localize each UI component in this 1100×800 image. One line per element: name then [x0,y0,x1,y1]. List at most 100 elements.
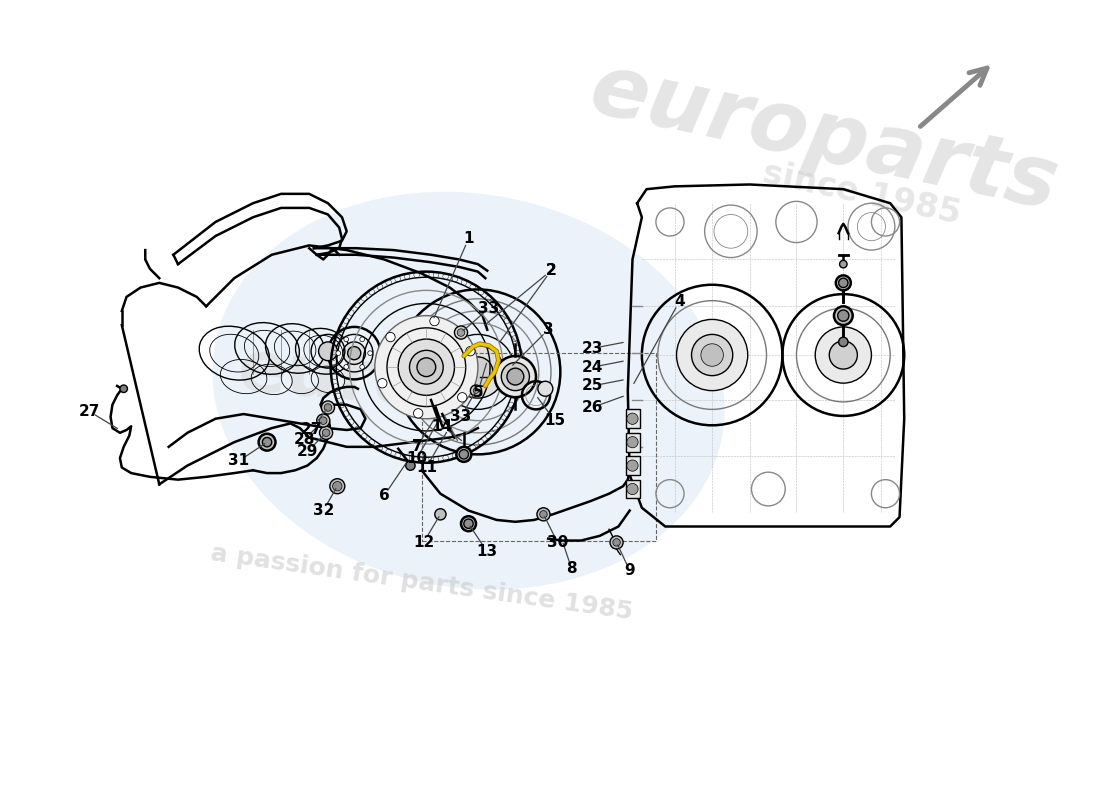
Text: 33: 33 [478,301,499,316]
Circle shape [330,478,344,494]
Circle shape [452,346,504,398]
Text: a passion for parts since 1985: a passion for parts since 1985 [209,541,635,624]
Circle shape [406,461,415,470]
Circle shape [319,426,332,439]
Circle shape [838,278,848,287]
Text: 2: 2 [546,263,557,278]
Text: 28: 28 [294,432,316,447]
Circle shape [398,339,454,395]
Text: 2: 2 [546,263,557,278]
Circle shape [409,350,443,384]
Circle shape [120,385,128,393]
Ellipse shape [212,192,725,590]
Text: 27: 27 [78,404,100,418]
Circle shape [458,393,466,402]
Text: 33: 33 [450,410,472,424]
Circle shape [627,437,638,448]
Text: 13: 13 [476,544,498,559]
Circle shape [613,538,620,546]
Text: 30: 30 [547,535,569,550]
Circle shape [458,329,465,336]
Text: 3: 3 [542,322,553,338]
Text: 31: 31 [229,454,250,469]
Circle shape [348,346,361,360]
Text: 10: 10 [406,450,428,466]
Circle shape [537,508,550,521]
Circle shape [495,356,536,397]
Circle shape [471,385,482,396]
Circle shape [321,401,334,414]
Circle shape [610,536,623,549]
Text: 25: 25 [582,378,603,394]
Bar [626,410,640,428]
Bar [626,480,640,498]
Circle shape [627,413,638,424]
Circle shape [324,404,332,411]
Circle shape [456,447,471,462]
Circle shape [317,414,330,427]
Text: 23: 23 [582,341,603,356]
Text: 29: 29 [297,444,318,459]
Circle shape [692,334,733,376]
Circle shape [454,326,467,339]
Circle shape [838,338,848,346]
Circle shape [258,434,275,450]
Circle shape [319,342,338,361]
Text: 14: 14 [431,418,453,434]
Circle shape [465,346,475,356]
Circle shape [344,365,349,370]
Circle shape [414,409,422,418]
Text: 6: 6 [378,488,389,503]
Text: europarts: europarts [583,47,1066,228]
Circle shape [701,344,724,366]
Circle shape [836,275,850,290]
Text: 8: 8 [566,561,576,576]
Text: 15: 15 [544,413,565,428]
Circle shape [627,483,638,494]
Circle shape [507,368,524,385]
Circle shape [336,351,341,355]
Circle shape [360,337,364,342]
Circle shape [676,319,748,390]
Circle shape [538,382,553,396]
Circle shape [322,429,330,437]
Text: 1: 1 [463,231,474,246]
Circle shape [360,365,364,370]
Circle shape [344,337,349,342]
Text: 9: 9 [625,563,635,578]
Circle shape [430,316,439,326]
Text: 32: 32 [312,503,334,518]
Circle shape [540,510,547,518]
Circle shape [319,417,327,424]
Circle shape [838,310,849,322]
Text: 5: 5 [473,385,483,400]
Circle shape [332,482,342,491]
Bar [626,456,640,475]
Circle shape [834,306,852,325]
Text: 4: 4 [674,294,684,309]
Circle shape [464,519,473,528]
Text: 11: 11 [416,460,437,475]
Text: since 1985: since 1985 [760,157,965,231]
Text: 7: 7 [411,439,422,454]
Text: 12: 12 [412,535,434,550]
Circle shape [343,342,365,364]
Circle shape [375,316,477,418]
Circle shape [367,351,373,355]
Circle shape [263,438,272,447]
Circle shape [473,388,478,394]
Text: 24: 24 [582,360,603,374]
Circle shape [829,341,857,369]
Circle shape [839,260,847,268]
Bar [626,433,640,451]
Text: 26: 26 [582,400,603,415]
Circle shape [386,333,395,342]
Circle shape [627,460,638,471]
Text: europ: europ [234,337,477,426]
Bar [421,353,656,541]
Circle shape [502,362,529,390]
Circle shape [459,450,469,459]
Circle shape [434,509,446,520]
Circle shape [417,358,436,377]
Text: 27: 27 [300,422,322,438]
